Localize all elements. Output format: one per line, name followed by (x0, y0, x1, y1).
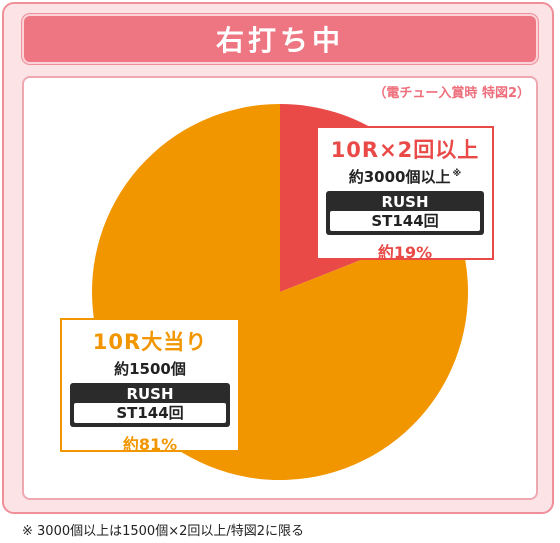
rush-payout-mark: ※ (452, 169, 462, 179)
rush-mode-badge: RUSH ST144回 (326, 191, 484, 235)
rush-label-box: 10R×2回以上 約3000個以上 ※ RUSH ST144回 約19% (316, 126, 494, 262)
rush-slice-payout: 約3000個以上 ※ (318, 166, 492, 187)
big-label-box: 10R大当り 約1500個 RUSH ST144回 約81% (60, 318, 240, 454)
rush-mode-name: RUSH (381, 193, 429, 211)
big-slice-title: 10R大当り (92, 330, 208, 354)
rush-slice-title: 10R×2回以上 (330, 138, 480, 162)
footnote: ※ 3000個以上は1500個×2回以上/特図2に限る (22, 524, 305, 539)
rush-payout-text: 約3000個以上 (348, 168, 451, 186)
big-slice-percent: 約81% (122, 435, 178, 454)
page-title: 右打ち中 (22, 14, 538, 64)
chart-note: （電チュー入賞時 特図2） (373, 86, 530, 101)
big-mode-name: RUSH (126, 385, 174, 403)
big-slice-payout: 約1500個 (114, 360, 186, 378)
rush-st-count: ST144回 (330, 211, 480, 231)
big-st-count: ST144回 (74, 403, 226, 423)
big-mode-badge: RUSH ST144回 (70, 383, 230, 427)
rush-slice-percent: 約19% (377, 243, 433, 262)
